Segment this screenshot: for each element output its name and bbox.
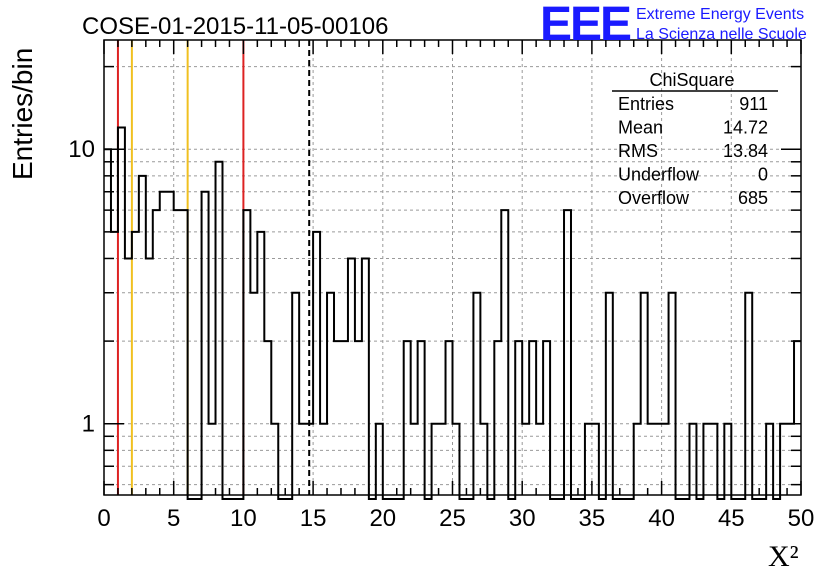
histogram-series	[104, 126, 801, 500]
x-tick-label: 5	[167, 505, 180, 532]
y-tick-label: 10	[68, 136, 95, 163]
eee-logo-mark: EEE	[540, 0, 631, 51]
stats-row-value: 13.84	[723, 141, 768, 161]
x-tick-label: 20	[369, 505, 396, 532]
y-tick-label: 1	[82, 411, 95, 438]
eee-logo-line1: Extreme Energy Events	[636, 6, 804, 23]
x-tick-label: 50	[788, 505, 815, 532]
stats-row-label: RMS	[618, 141, 658, 161]
stats-row-label: Mean	[618, 118, 663, 138]
x-tick-labels: 0 5 10 15 20 25 30 35 40 45 50	[97, 505, 814, 532]
x-tick-label: 15	[300, 505, 327, 532]
x-tick-label: 0	[97, 505, 110, 532]
stats-row-value: 14.72	[723, 118, 768, 138]
x-tick-label: 30	[509, 505, 536, 532]
stats-rows: Entries 911 Mean 14.72 RMS 13.84 Underflow 0 Ove…	[618, 94, 768, 208]
stats-row-value: 911	[739, 94, 768, 114]
stats-row-label: Overflow	[618, 188, 690, 208]
stats-title: ChiSquare	[649, 70, 734, 90]
stats-row-label: Underflow	[618, 165, 700, 185]
axis-ticks	[103, 40, 802, 495]
marker-lines	[116, 40, 311, 495]
stats-row-value: 685	[738, 188, 768, 208]
stats-box: ChiSquare Entries 911 Mean 14.72 RMS 13.84 Und…	[612, 70, 778, 208]
stats-row-label: Entries	[618, 94, 674, 114]
y-axis-label: Entries/bin	[7, 48, 38, 180]
eee-logo: EEE Extreme Energy Events La Scienza nel…	[540, 0, 807, 51]
stats-row-value: 0	[758, 165, 768, 185]
x-axis-label: X²	[768, 540, 799, 572]
x-tick-label: 25	[439, 505, 466, 532]
x-tick-label: 10	[230, 505, 257, 532]
run-title: COSE-01-2015-11-05-00106	[82, 13, 388, 40]
x-tick-label: 35	[579, 505, 606, 532]
y-tick-labels: 1 10	[68, 136, 95, 437]
x-tick-label: 40	[648, 505, 675, 532]
x-tick-label: 45	[718, 505, 745, 532]
eee-logo-line2: La Scienza nelle Scuole	[636, 26, 807, 43]
